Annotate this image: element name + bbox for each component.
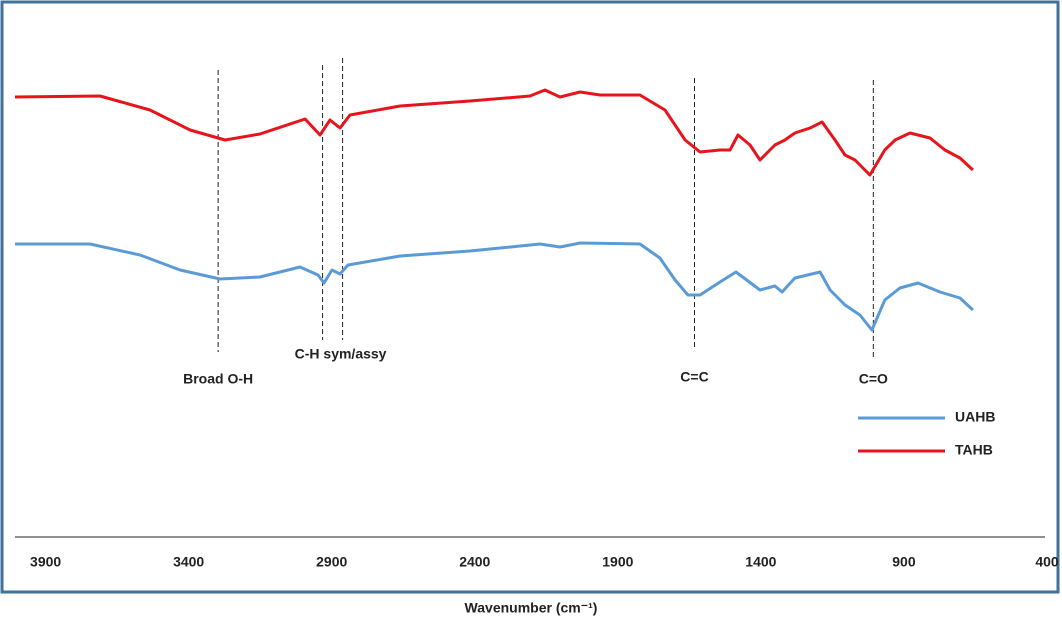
legend-label: TAHB [955,442,993,458]
x-tick-label: 400 [1035,554,1059,570]
data-line [15,241,974,332]
x-tick-label: 2900 [316,554,347,570]
x-tick-label: 1900 [602,554,633,570]
x-tick-label: 2400 [459,554,490,570]
annotation-label: Broad O-H [183,371,253,387]
data-line [14,88,974,177]
x-tick-label: 900 [892,554,916,570]
x-tick-label: 3400 [173,554,204,570]
x-tick-label: 1400 [745,554,776,570]
annotation-label: C-H sym/assy [295,346,387,362]
annotation-label: C=C [680,369,708,385]
x-tick-label: 3900 [30,554,61,570]
chart-frame [0,0,1060,594]
legend-label: UAHB [955,409,995,425]
annotation-label: C=O [859,371,888,387]
x-axis-title: Wavenumber (cm⁻¹) [465,600,598,616]
